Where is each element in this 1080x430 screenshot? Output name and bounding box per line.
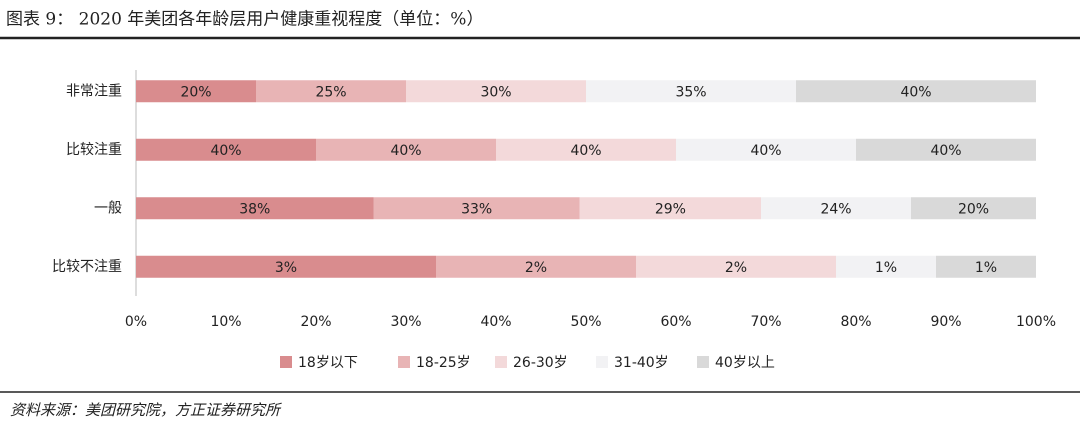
legend-swatch — [495, 356, 507, 368]
x-tick-label: 10% — [210, 314, 241, 330]
bar — [496, 138, 676, 161]
bar — [136, 255, 436, 278]
value-label: 25% — [315, 84, 346, 100]
value-label: 3% — [275, 260, 297, 276]
value-label: 2% — [725, 260, 747, 276]
value-label: 40% — [930, 143, 961, 159]
x-tick-label: 90% — [930, 314, 961, 330]
value-label: 38% — [239, 201, 270, 217]
value-label: 40% — [750, 143, 781, 159]
x-tick-label: 100% — [1016, 314, 1056, 330]
value-label: 40% — [900, 84, 931, 100]
bar — [836, 255, 936, 278]
bar — [856, 138, 1036, 161]
bar — [636, 255, 836, 278]
chart-title: 图表 9： 2020 年美团各年龄层用户健康重视程度（单位：%） — [6, 10, 483, 30]
bar — [911, 197, 1036, 220]
bar — [136, 197, 374, 220]
bar — [579, 197, 761, 220]
legend-swatch — [398, 356, 410, 368]
bar — [316, 138, 496, 161]
x-tick-label: 70% — [750, 314, 781, 330]
bar — [136, 80, 256, 103]
x-tick-label: 30% — [390, 314, 421, 330]
bar — [586, 80, 796, 103]
legend-label: 18-25岁 — [416, 355, 471, 371]
value-label: 35% — [675, 84, 706, 100]
value-label: 2% — [525, 260, 547, 276]
source: 资料来源：美团研究院，方正证券研究所 — [10, 401, 282, 419]
value-label: 40% — [390, 143, 421, 159]
legend-label: 18岁以下 — [298, 355, 358, 371]
bar — [436, 255, 636, 278]
x-tick-label: 20% — [300, 314, 331, 330]
value-label: 40% — [570, 143, 601, 159]
x-tick-label: 40% — [480, 314, 511, 330]
bar — [936, 255, 1036, 278]
legend-swatch — [280, 356, 292, 368]
x-tick-label: 80% — [840, 314, 871, 330]
x-tick-label: 0% — [125, 314, 147, 330]
legend-swatch — [697, 356, 709, 368]
bar — [761, 197, 911, 220]
y-tick-label: 非常注重 — [66, 83, 122, 99]
x-tick-label: 60% — [660, 314, 691, 330]
value-label: 1% — [975, 260, 997, 276]
value-label: 24% — [820, 201, 851, 217]
value-label: 30% — [480, 84, 511, 100]
value-label: 29% — [655, 201, 686, 217]
bar — [256, 80, 406, 103]
y-tick-label: 一般 — [94, 200, 122, 216]
value-label: 40% — [210, 143, 241, 159]
legend-label: 40岁以上 — [715, 355, 775, 371]
value-label: 20% — [180, 84, 211, 100]
y-tick-label: 比较不注重 — [52, 259, 122, 275]
legend-label: 26-30岁 — [513, 355, 568, 371]
y-tick-label: 比较注重 — [66, 142, 122, 158]
legend-swatch — [596, 356, 608, 368]
legend-label: 31-40岁 — [614, 355, 669, 371]
bar — [373, 197, 580, 220]
value-label: 20% — [958, 201, 989, 217]
value-label: 1% — [875, 260, 897, 276]
bar — [136, 138, 316, 161]
value-label: 33% — [461, 201, 492, 217]
bar — [406, 80, 586, 103]
bar — [676, 138, 856, 161]
bar — [796, 80, 1036, 103]
x-tick-label: 50% — [570, 314, 601, 330]
